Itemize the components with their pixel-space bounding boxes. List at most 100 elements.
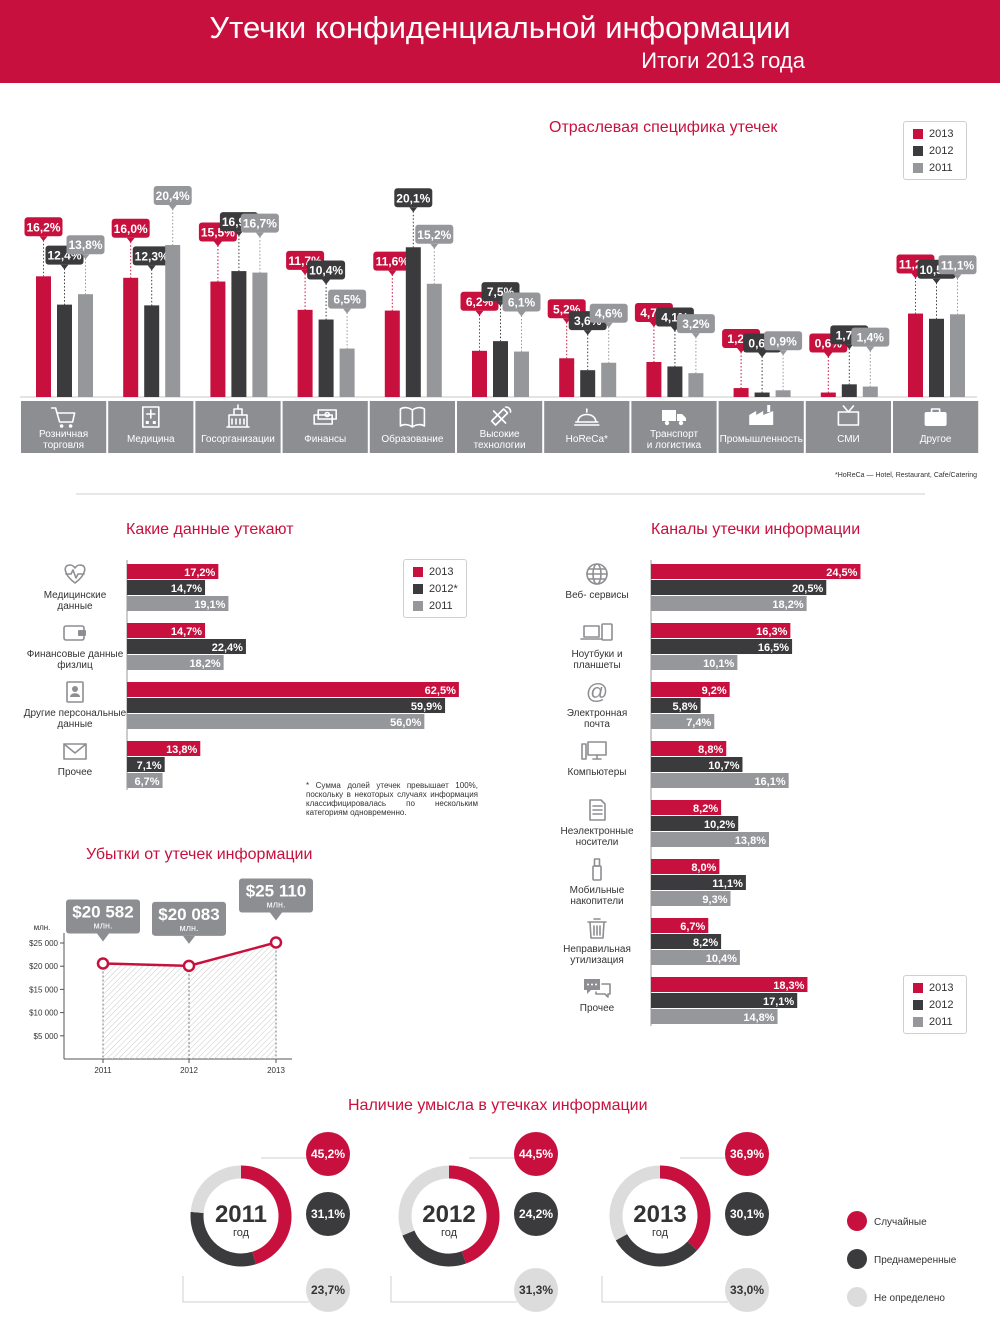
data-point — [269, 936, 283, 949]
category-label: Неправильная — [563, 944, 631, 955]
category-label: Веб- сервисы — [565, 589, 628, 601]
industry-group: 5,2%3,6%4,6%HoReCa* — [544, 299, 630, 453]
laptop-screen — [583, 625, 600, 638]
data-label: 13,8% — [68, 238, 102, 252]
bin — [587, 918, 607, 939]
factory-icon — [749, 405, 774, 425]
dot — [587, 983, 589, 986]
data-label: 11,1% — [712, 878, 743, 890]
industry-group: 11,6% 20,1% 15,2% Образование — [369, 188, 455, 453]
data-label-unit: млн. — [94, 920, 113, 930]
value-callout: 20,1% — [394, 188, 433, 213]
cloche-icon — [573, 408, 600, 426]
bar-2011 — [252, 272, 268, 397]
category-label: и логистика — [647, 440, 702, 451]
category-label: Госорганизации — [201, 434, 275, 445]
data-label: 16,1% — [754, 776, 785, 788]
bar-2012 — [144, 305, 160, 397]
callout-pointer — [255, 232, 264, 238]
badge — [66, 681, 84, 703]
bar-2011 — [950, 314, 965, 397]
bar-group: Прочее 13,8% 7,1% 6,7% — [58, 741, 201, 788]
value-bubble — [514, 1132, 558, 1176]
data-types-title: Какие данные утекают — [126, 521, 294, 538]
bar-2011 — [651, 655, 738, 670]
bar-2011 — [127, 773, 163, 788]
industries-legend: 2013 2012 2011 — [903, 121, 967, 180]
data-label: 20,5% — [792, 583, 823, 595]
callout-box — [239, 878, 313, 913]
data-point — [96, 957, 110, 970]
callout-pointer — [183, 935, 195, 944]
value-callout: 16,0% — [111, 218, 150, 243]
callout-box — [240, 213, 279, 233]
bar-2011 — [127, 655, 224, 670]
callout-box — [394, 188, 433, 208]
wallet-icon — [63, 625, 86, 641]
slice-Случайные — [448, 1165, 500, 1264]
parallels — [586, 568, 608, 580]
data-label: $20 582 — [72, 902, 133, 921]
legend-swatch-2011 — [913, 1016, 923, 1027]
legend-dot — [847, 1287, 867, 1307]
briefcase-icon — [924, 408, 947, 426]
industries-chart: 16,2%12,4%13,8%Розничнаяторговля16,0%12,… — [20, 186, 979, 453]
data-label: 16,3% — [756, 626, 787, 638]
drive — [592, 865, 602, 881]
data-label: 9,3% — [702, 894, 727, 906]
value-callout: 16,7% — [240, 213, 279, 238]
year-sublabel: год — [652, 1227, 669, 1239]
cart-body — [50, 407, 76, 423]
cab — [677, 414, 686, 421]
callout-pointer — [81, 254, 90, 260]
data-label: 14,8% — [743, 1012, 774, 1024]
callout-pointer — [147, 265, 156, 271]
bar-group: Прочее 18,3% 17,1% 14,8% — [580, 977, 808, 1024]
legend-swatch-2013 — [913, 128, 923, 139]
data-label: 8,0% — [691, 862, 716, 874]
bar-2011 — [651, 596, 807, 611]
envelope — [63, 743, 87, 760]
case — [924, 412, 947, 426]
data-label: 23,7% — [311, 1283, 345, 1297]
value-callout: 11,1% — [938, 255, 977, 280]
category-tile — [631, 401, 717, 453]
data-label: 18,2% — [189, 658, 220, 670]
industry-group: 11,7%10,4%6,5%Финансы — [282, 250, 368, 453]
data-label: 0,9% — [769, 334, 797, 348]
bar-2013 — [559, 358, 575, 397]
usb-drive-icon — [592, 858, 602, 881]
tv-icon — [837, 405, 860, 426]
data-label: 8,2% — [693, 937, 718, 949]
category-label: накопители — [570, 896, 623, 907]
lines — [592, 805, 603, 815]
value-callout: 3,6% — [568, 311, 607, 336]
category-label: данные — [57, 719, 93, 730]
value-callout: 1,4% — [851, 327, 890, 352]
bar-2012 — [57, 304, 72, 397]
y-tick-label: $5 000 — [34, 1032, 59, 1041]
bar-2013 — [651, 918, 709, 933]
callout-pointer — [234, 231, 243, 237]
head — [72, 686, 78, 692]
year-sublabel: год — [441, 1227, 458, 1239]
chimney — [767, 405, 771, 412]
callout-box — [66, 899, 140, 934]
bill — [317, 409, 338, 420]
category-label: Другое — [920, 434, 952, 445]
tower — [581, 743, 587, 760]
slice-Преднамеренные — [402, 1230, 467, 1267]
at-glyph: @ — [586, 679, 608, 704]
hospital-icon — [142, 406, 160, 428]
bar-2013 — [651, 623, 791, 638]
category-label: Неэлектронные — [560, 826, 633, 837]
bar-2012 — [651, 580, 827, 595]
x-tick-label: 2011 — [94, 1066, 112, 1075]
slice-Случайные — [659, 1165, 711, 1251]
